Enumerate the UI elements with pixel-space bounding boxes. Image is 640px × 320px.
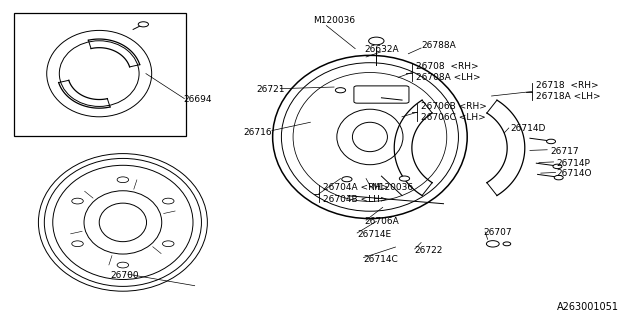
Circle shape [163, 241, 174, 247]
Text: 26708  <RH>: 26708 <RH> [416, 62, 479, 71]
Ellipse shape [273, 55, 467, 219]
Text: 26700: 26700 [110, 271, 139, 280]
Text: 26716: 26716 [243, 128, 272, 137]
Circle shape [117, 262, 129, 268]
Text: 26718A <LH>: 26718A <LH> [536, 92, 601, 101]
Circle shape [117, 177, 129, 183]
Ellipse shape [353, 122, 387, 152]
Ellipse shape [282, 63, 458, 211]
Text: 26718  <RH>: 26718 <RH> [536, 81, 599, 90]
Ellipse shape [38, 154, 207, 291]
Circle shape [163, 198, 174, 204]
Text: 26714E: 26714E [357, 230, 391, 239]
Text: M120036: M120036 [314, 16, 356, 25]
Circle shape [72, 241, 83, 247]
Text: 26722: 26722 [415, 246, 443, 255]
FancyBboxPatch shape [354, 86, 409, 103]
Bar [14, 13, 186, 136]
Ellipse shape [293, 73, 447, 201]
Text: 26704B <LH>: 26704B <LH> [323, 195, 388, 204]
Text: 26708A <LH>: 26708A <LH> [416, 73, 481, 82]
Ellipse shape [44, 158, 202, 286]
Text: 26706B <RH>: 26706B <RH> [421, 102, 487, 111]
Circle shape [342, 177, 352, 182]
Text: 26714P: 26714P [557, 159, 591, 168]
Circle shape [72, 198, 83, 204]
Ellipse shape [47, 30, 152, 117]
Circle shape [554, 175, 563, 180]
Circle shape [399, 176, 410, 181]
Text: A263001051: A263001051 [557, 301, 619, 312]
Text: 26706A: 26706A [365, 217, 399, 226]
Ellipse shape [99, 203, 147, 242]
Text: M120036: M120036 [371, 183, 413, 192]
Ellipse shape [52, 165, 193, 279]
Text: 26714D: 26714D [511, 124, 546, 133]
Ellipse shape [337, 109, 403, 165]
Ellipse shape [84, 191, 162, 254]
Text: 26704A <RH>: 26704A <RH> [323, 183, 389, 192]
Circle shape [486, 241, 499, 247]
Circle shape [553, 164, 562, 169]
Text: 26714C: 26714C [364, 255, 398, 264]
Circle shape [547, 139, 556, 144]
Ellipse shape [60, 41, 139, 107]
Circle shape [503, 242, 511, 246]
Circle shape [335, 88, 346, 93]
Text: 26721: 26721 [256, 85, 285, 94]
Text: 26717: 26717 [550, 147, 579, 156]
Text: 26706C <LH>: 26706C <LH> [421, 113, 486, 122]
Text: 26632A: 26632A [365, 45, 399, 54]
Text: 26714O: 26714O [557, 169, 592, 178]
Circle shape [369, 37, 384, 45]
Text: 26707: 26707 [483, 228, 512, 237]
Circle shape [138, 22, 148, 27]
Text: 26788A: 26788A [421, 41, 456, 50]
Text: 26694: 26694 [184, 95, 212, 104]
